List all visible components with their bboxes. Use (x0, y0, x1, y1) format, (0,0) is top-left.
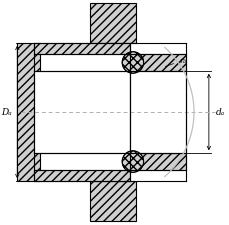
Bar (129, 154, 185, 170)
Bar (17, 43, 40, 182)
Bar (34, 43, 129, 55)
Text: rₐ: rₐ (164, 57, 185, 67)
Circle shape (122, 151, 143, 173)
Circle shape (122, 52, 143, 74)
Bar (90, 182, 136, 221)
Bar (129, 55, 185, 71)
Bar (34, 170, 129, 182)
Bar (129, 72, 185, 153)
Bar (90, 4, 136, 43)
Bar (34, 72, 129, 153)
Text: dₐ: dₐ (215, 108, 224, 117)
Text: Dₐ: Dₐ (1, 108, 11, 117)
